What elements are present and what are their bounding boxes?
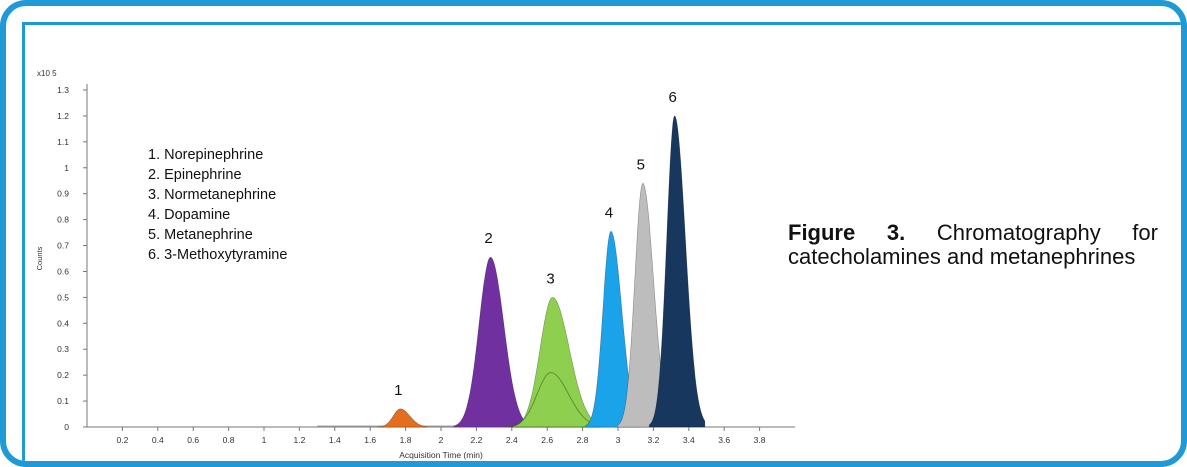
y-tick-label: 1.2 (57, 111, 69, 121)
peak-label-2: 2 (484, 230, 492, 247)
y-tick-label: 0.3 (57, 344, 69, 354)
legend-item-5: 5. Metanephrine (148, 227, 253, 243)
peak-6 (648, 115, 706, 428)
x-tick-label: 0.6 (187, 435, 199, 445)
legend-item-4: 4. Dopamine (148, 207, 231, 223)
y-tick-label: 1.3 (57, 85, 69, 95)
legend-item-2: 2. Epinephrine (148, 167, 242, 183)
peak-label-1: 1 (394, 382, 402, 399)
figure-caption-text: Chromatography for catecholamines and me… (788, 220, 1158, 269)
legend-item-6: 6. 3-Methoxytyramine (148, 247, 288, 263)
peak-1 (377, 408, 428, 428)
peak-label-3: 3 (546, 270, 554, 287)
y-tick-label: 0 (64, 422, 69, 432)
x-tick-label: 0.8 (223, 435, 235, 445)
x-tick-label: 1.2 (293, 435, 305, 445)
y-tick-label: 0.9 (57, 189, 69, 199)
x-tick-label: 1 (262, 435, 267, 445)
peak-label-5: 5 (637, 156, 645, 173)
x-tick-label: 2.8 (577, 435, 589, 445)
y-multiplier-label: x10 5 (37, 69, 57, 78)
x-axis-title: Acquisition Time (min) (399, 450, 483, 460)
x-tick-label: 1.8 (400, 435, 412, 445)
x-tick-label: 2.6 (541, 435, 553, 445)
peak-label-6: 6 (668, 89, 676, 106)
figure-label: Figure 3. (788, 220, 906, 245)
y-tick-label: 1.1 (57, 137, 69, 147)
peak-label-4: 4 (605, 204, 613, 221)
x-tick-label: 1.4 (329, 435, 341, 445)
x-tick-label: 3.6 (718, 435, 730, 445)
peak-3 (512, 297, 600, 428)
frame-top-rule (22, 22, 1181, 25)
y-tick-label: 0.2 (57, 370, 69, 380)
y-tick-label: 0.7 (57, 241, 69, 251)
y-tick-label: 0.1 (57, 396, 69, 406)
x-tick-label: 3.8 (754, 435, 766, 445)
x-tick-label: 1.6 (364, 435, 376, 445)
frame-left-rule (22, 22, 25, 461)
legend-item-1: 1. Norepinephrine (148, 147, 264, 163)
figure-caption: Figure 3. Chromatography for catecholami… (788, 221, 1158, 269)
legend-item-3: 3. Normetanephrine (148, 187, 277, 203)
peak-2 (453, 256, 535, 428)
y-tick-label: 0.4 (57, 318, 69, 328)
peak-3-inner-trace (506, 372, 603, 428)
y-tick-label: 0.6 (57, 266, 69, 276)
x-tick-label: 2.2 (470, 435, 482, 445)
x-tick-label: 3.2 (647, 435, 659, 445)
y-axis-title: Counts (35, 246, 44, 270)
y-tick-label: 0.5 (57, 292, 69, 302)
x-tick-label: 2.4 (506, 435, 518, 445)
x-tick-label: 0.4 (152, 435, 164, 445)
peak-legend: 1. Norepinephrine 2. Epinephrine 3. Norm… (148, 145, 287, 265)
x-tick-label: 2 (439, 435, 444, 445)
y-tick-label: 0.8 (57, 215, 69, 225)
y-tick-label: 1 (64, 163, 69, 173)
x-tick-label: 0.2 (116, 435, 128, 445)
x-tick-label: 3.4 (683, 435, 695, 445)
x-tick-label: 3 (616, 435, 621, 445)
